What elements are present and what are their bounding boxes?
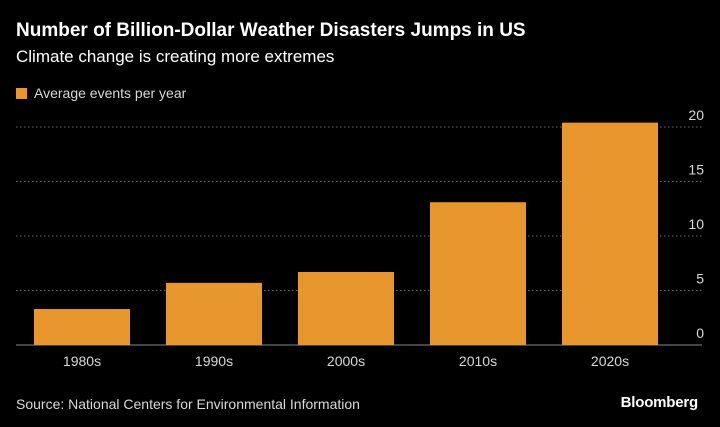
legend-label: Average events per year (34, 85, 187, 101)
chart-subtitle: Climate change is creating more extremes (16, 47, 335, 66)
x-tick-label: 1980s (63, 353, 101, 369)
y-tick-label: 10 (688, 216, 704, 232)
x-tick-label: 2020s (591, 353, 629, 369)
bar (34, 309, 130, 345)
chart-title: Number of Billion-Dollar Weather Disaste… (16, 20, 526, 41)
bar (430, 202, 526, 345)
legend-swatch (16, 87, 27, 99)
bloomberg-logo: Bloomberg (620, 394, 699, 411)
legend: Average events per year (16, 85, 186, 101)
source-note: Source: National Centers for Environment… (16, 396, 360, 412)
y-tick-label: 5 (696, 271, 704, 287)
y-tick-label: 0 (696, 325, 704, 341)
x-tick-label: 2000s (327, 353, 365, 369)
x-tick-label: 1990s (195, 353, 233, 369)
y-tick-label: 15 (688, 162, 704, 178)
y-tick-label: 20 (688, 107, 704, 123)
x-tick-label: 2010s (459, 353, 497, 369)
bar (166, 282, 262, 345)
bar (562, 122, 658, 345)
bar (298, 271, 394, 345)
